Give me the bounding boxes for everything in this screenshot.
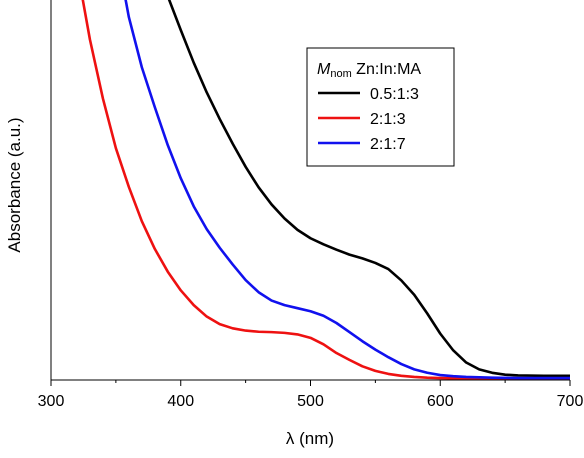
legend-title: Mnom Zn:In:MA	[317, 61, 421, 80]
x-axis-label: λ (nm)	[286, 429, 334, 448]
axes-layer: 300 400 500 600 700	[38, 0, 584, 410]
x-tick-label-400: 400	[167, 393, 194, 410]
series-line-2	[81, 0, 570, 380]
legend-label-2: 2:1:3	[370, 111, 406, 128]
y-axis-label: Absorbance (a.u.)	[5, 117, 24, 252]
legend-label-3: 2:1:7	[370, 136, 406, 153]
x-tick-label-600: 600	[427, 393, 454, 410]
x-tick-label-700: 700	[557, 393, 584, 410]
legend-box	[306, 47, 455, 167]
legend-label-1: 0.5:1:3	[370, 86, 419, 103]
legend: Mnom Zn:In:MA 0.5:1:3 2:1:3 2:1:7	[306, 47, 455, 167]
series-line-1	[167, 0, 570, 378]
series-line-3	[124, 0, 570, 380]
series-layer	[81, 0, 570, 380]
x-tick-label-300: 300	[38, 393, 65, 410]
legend-title-subscript: nom	[330, 68, 351, 80]
legend-title-rest: Zn:In:MA	[352, 61, 422, 78]
legend-title-symbol: M	[317, 61, 331, 78]
x-tick-label-500: 500	[297, 393, 324, 410]
